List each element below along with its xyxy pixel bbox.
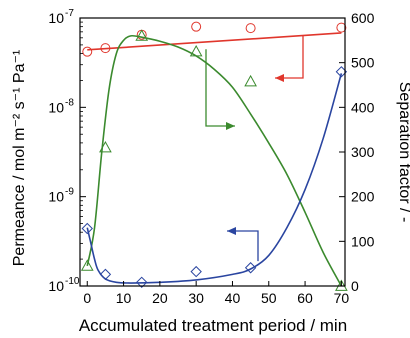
x-tick-label: 40: [225, 290, 241, 306]
y-left-tick-exponent: -8: [65, 97, 74, 108]
y-left-tick-exponent: -9: [65, 187, 74, 198]
x-tick-label: 70: [334, 290, 350, 306]
blue-arrow-stem: [227, 230, 259, 262]
x-tick-label: 50: [261, 290, 277, 306]
x-axis-label: Accumulated treatment period / min: [79, 316, 347, 335]
y-axis-left-label: Permeance / mol m⁻² s⁻¹ Pa⁻¹: [11, 50, 28, 267]
x-tick-label: 20: [152, 290, 168, 306]
y-right-tick-label: 600: [351, 10, 375, 26]
y-right-tick-label: 0: [351, 278, 359, 294]
series-layer: [80, 21, 348, 291]
y-left-tick-label: 10: [48, 10, 64, 26]
series-1-point-triangle: [135, 29, 149, 41]
series-2-fit-line: [86, 73, 343, 284]
series-0-point-circle: [191, 21, 202, 32]
red-arrow-stem: [275, 35, 304, 79]
y-left-tick-label: 10: [48, 189, 64, 205]
x-tick-label: 30: [188, 290, 204, 306]
y-left-tick-exponent: -7: [65, 8, 74, 19]
y-right-tick-label: 500: [351, 55, 375, 71]
y-right-tick-label: 400: [351, 99, 375, 115]
y-left-tick-exponent: -10: [65, 276, 80, 287]
series-2-point-diamond: [190, 265, 202, 278]
y-axis-right-label: Separation factor / -: [396, 82, 410, 223]
series-2-point-diamond: [136, 276, 148, 289]
series-1-fit-line: [86, 34, 343, 287]
series-1-point-triangle: [99, 141, 112, 153]
series-2-point-diamond: [244, 262, 257, 274]
series-0-point-circle: [245, 23, 256, 34]
series-0-point-circle: [100, 43, 111, 54]
series-0-fit-line: [87, 32, 342, 51]
y-right-tick-label: 200: [351, 189, 375, 205]
series-0-point-circle: [82, 46, 93, 57]
green-arrow-head: [226, 122, 235, 130]
y-right-tick-label: 100: [351, 233, 375, 249]
green-arrow-stem: [205, 49, 235, 127]
series-1-point-triangle: [244, 74, 257, 87]
blue-arrow-head: [227, 227, 236, 235]
y-right-tick-label: 300: [351, 144, 375, 160]
series-1-point-triangle: [189, 44, 203, 57]
annotation-arrows: [205, 35, 304, 262]
series-2-point-diamond: [81, 222, 93, 235]
series-2-point-diamond: [99, 268, 112, 281]
x-tick-label: 10: [116, 290, 132, 306]
series-1-point-triangle: [80, 259, 94, 271]
y-left-tick-label: 10: [48, 99, 64, 115]
plot-frame: [79, 17, 346, 287]
series-0-point-circle: [336, 22, 347, 33]
x-tick-label: 0: [83, 290, 91, 306]
red-arrow-head: [275, 74, 284, 82]
y-left-tick-label: 10: [48, 278, 64, 294]
x-tick-label: 60: [297, 290, 313, 306]
